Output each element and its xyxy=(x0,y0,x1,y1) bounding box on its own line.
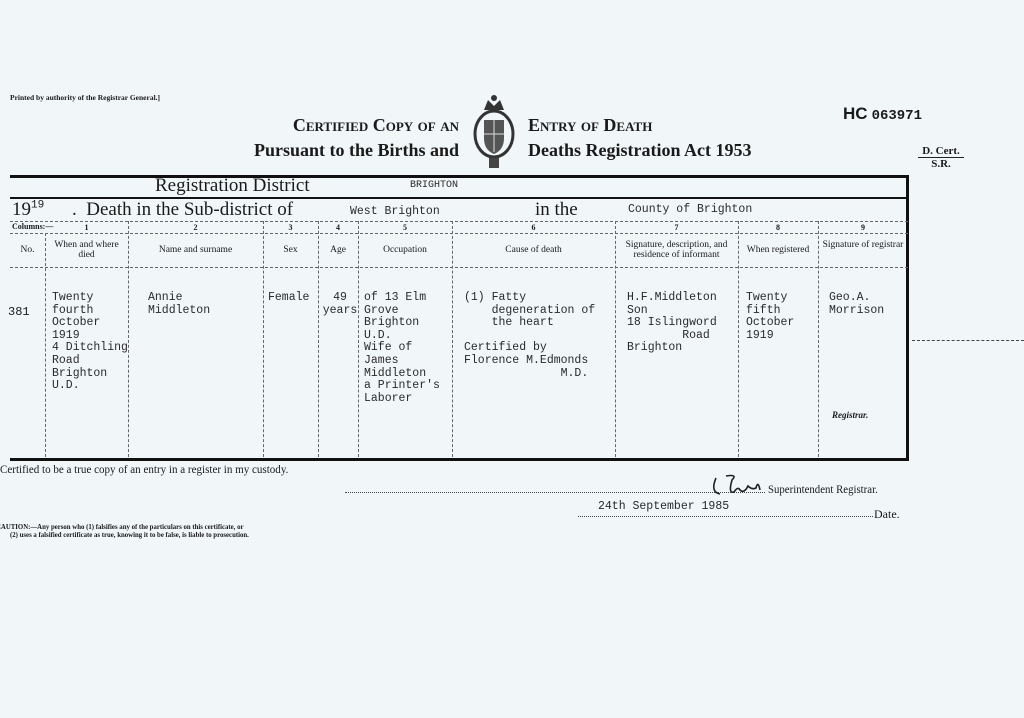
column-number: 7 xyxy=(674,223,679,232)
signature-line xyxy=(345,492,765,493)
caution-note: CAUTION:—Any person who (1) falsifies an… xyxy=(0,524,249,540)
column-header: Sex xyxy=(283,245,298,255)
entry-registrar: Geo.A. Morrison xyxy=(829,291,885,317)
column-number: 8 xyxy=(776,223,780,232)
entry-registered: Twenty fifth October 1919 xyxy=(746,291,795,342)
title-line1-right: Entry of Death xyxy=(528,115,653,135)
divider xyxy=(10,197,909,199)
date-value: 24th September 1985 xyxy=(598,500,730,513)
entry-age: 49 years xyxy=(322,291,358,317)
column-number: 4 xyxy=(336,223,340,232)
in-the-label: in the xyxy=(535,199,578,220)
form-code-top: D. Cert. xyxy=(918,145,964,158)
column-number: 2 xyxy=(193,223,198,232)
entry-name: Annie Middleton xyxy=(148,291,211,317)
column-header: Age xyxy=(330,245,346,255)
column-header: No. xyxy=(20,245,35,255)
form-code-bottom: S.R. xyxy=(931,158,951,170)
form-code: D. Cert. S.R. xyxy=(918,145,964,170)
registration-district-label: Registration District xyxy=(155,175,310,196)
columns-label: Columns:— xyxy=(12,222,54,231)
column-header: When and where died xyxy=(54,240,119,260)
county-value: County of Brighton xyxy=(628,203,753,216)
caution-line2: (2) uses a falsified certificate as true… xyxy=(10,532,249,539)
column-header: Signature of registrar xyxy=(822,240,904,250)
year: 1919 xyxy=(12,199,44,221)
register-table xyxy=(10,175,909,461)
title-line2-right: Deaths Registration Act 1953 xyxy=(528,140,752,160)
handwritten-signature-icon xyxy=(712,474,761,495)
column-number: 9 xyxy=(861,223,865,232)
column-header: When registered xyxy=(746,245,810,255)
date-line xyxy=(578,516,873,517)
entry-cause: (1) Fatty degeneration of the heart Cert… xyxy=(464,291,596,380)
registration-district-value: BRIGHTON xyxy=(410,180,459,191)
column-header: Occupation xyxy=(383,245,427,255)
year-prefix: 19 xyxy=(12,199,31,220)
column-number: 5 xyxy=(403,223,407,232)
title-line2-left: Pursuant to the Births and xyxy=(253,140,459,160)
date-label: Date. xyxy=(874,507,900,521)
subdistrict-label: . Death in the Sub-district of xyxy=(72,199,294,220)
entry-sex: Female xyxy=(268,291,310,304)
cut-line xyxy=(912,340,1024,341)
royal-coat-of-arms-icon xyxy=(473,95,515,168)
column-header: Cause of death xyxy=(505,245,562,255)
serial-number: HC 063971 xyxy=(843,104,922,124)
entry-number: 381 xyxy=(8,305,30,319)
certification-statement: Certified to be a true copy of an entry … xyxy=(0,462,289,476)
registrar-title: Registrar. xyxy=(832,410,869,420)
serial-digits: 063971 xyxy=(871,108,922,124)
column-header: Signature, description, and residence of… xyxy=(625,240,728,260)
divider xyxy=(10,221,908,222)
serial-prefix: HC xyxy=(843,104,868,123)
entry-informant: H.F.Middleton Son 18 Islingword Road Bri… xyxy=(627,291,717,355)
caution-line1: CAUTION:—Any person who (1) falsifies an… xyxy=(0,524,244,531)
entry-occupation: of 13 Elm Grove Brighton U.D. Wife of Ja… xyxy=(364,291,440,405)
printed-by-note: Printed by authority of the Registrar Ge… xyxy=(10,93,161,102)
column-header: Name and surname xyxy=(158,245,233,255)
column-number: 3 xyxy=(288,223,293,232)
column-number: 6 xyxy=(531,223,536,232)
title-line1-left: Certified Copy of an xyxy=(292,115,459,135)
entry-when-where: Twenty fourth October 1919 4 Ditchling R… xyxy=(52,291,128,393)
subdistrict-label-text: Death in the Sub-district of xyxy=(86,199,294,220)
divider xyxy=(10,233,908,234)
superintendent-label: Superintendent Registrar. xyxy=(768,482,878,496)
subdistrict-value: West Brighton xyxy=(350,205,440,218)
year-suffix: 19 xyxy=(31,199,45,212)
divider xyxy=(10,267,908,268)
column-number: 1 xyxy=(84,223,89,232)
